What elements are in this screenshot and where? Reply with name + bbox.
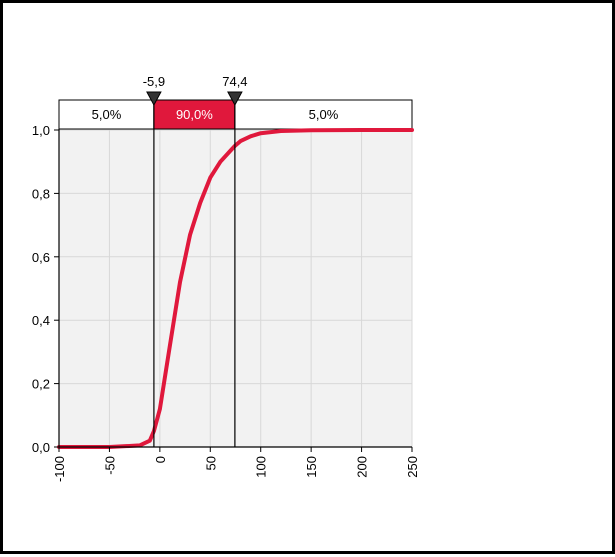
percentile-marker-label: 74,4 <box>222 74 247 89</box>
x-tick-label: 250 <box>405 456 420 478</box>
plot-background <box>59 130 412 447</box>
marker-triangle-icon <box>227 91 243 107</box>
x-tick-label: 200 <box>355 456 370 478</box>
axes: 0,0 0,2 0,4 0,6 0,8 1,0 -100 -50 0 50 100 150 200 250 <box>32 123 420 482</box>
percentile-markers: -5,9 74,4 <box>143 74 248 447</box>
series-layer <box>57 128 414 449</box>
x-tick-label: -100 <box>52 456 67 482</box>
y-tick-label: 0,4 <box>32 313 50 328</box>
x-tick-label: 0 <box>153 456 168 463</box>
grid-lines <box>58 129 413 448</box>
cdf-curve <box>57 128 414 449</box>
percentile-band-bar: 5,0% 90,0% 5,0% <box>58 99 413 130</box>
x-tick-label: 150 <box>304 456 319 478</box>
x-tick-label: -50 <box>102 456 117 475</box>
band-label: 5,0% <box>309 107 339 122</box>
y-tick-label: 1,0 <box>32 123 50 138</box>
cumulative-distribution-chart: 5,0% 90,0% 5,0% -5,9 74,4 0,0 0,2 0,4 0,6 0,8 1,… <box>32 74 420 482</box>
percentile-marker-label: -5,9 <box>143 74 165 89</box>
x-tick-label: 50 <box>203 456 218 470</box>
x-tick-label: 100 <box>254 456 269 478</box>
band-label: 5,0% <box>92 107 122 122</box>
band-label: 90,0% <box>176 107 213 122</box>
y-tick-label: 0,8 <box>32 186 50 201</box>
y-tick-label: 0,2 <box>32 377 50 392</box>
y-tick-label: 0,0 <box>32 440 50 455</box>
marker-triangle-icon <box>146 91 162 107</box>
y-tick-label: 0,6 <box>32 250 50 265</box>
